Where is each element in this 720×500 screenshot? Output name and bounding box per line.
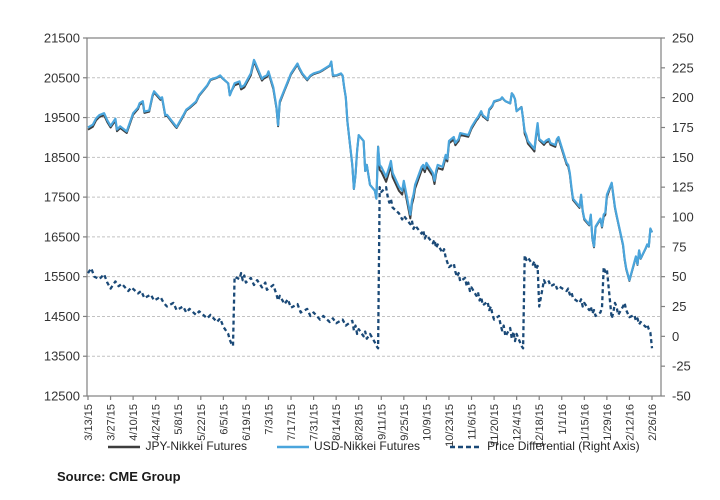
svg-text:5/22/15: 5/22/15: [196, 404, 208, 441]
svg-text:225: 225: [672, 60, 694, 75]
svg-text:2/12/16: 2/12/16: [624, 404, 636, 441]
svg-text:4/24/15: 4/24/15: [151, 404, 163, 441]
svg-text:50: 50: [672, 269, 686, 284]
svg-text:-50: -50: [672, 389, 691, 404]
svg-text:9/25/15: 9/25/15: [399, 404, 411, 441]
svg-text:25: 25: [672, 299, 686, 314]
svg-text:250: 250: [672, 31, 694, 46]
svg-text:11/6/15: 11/6/15: [467, 404, 479, 440]
legend-label-jpy: JPY-Nikkei Futures: [145, 439, 248, 453]
svg-text:125: 125: [672, 180, 694, 195]
svg-text:100: 100: [672, 210, 694, 225]
legend-item-diff: Price Differential (Right Axis): [450, 439, 640, 453]
chart-legend: JPY-Nikkei Futures USD-Nikkei Futures Pr…: [87, 439, 661, 453]
svg-text:1/29/16: 1/29/16: [602, 404, 614, 441]
svg-text:7/3/15: 7/3/15: [263, 404, 275, 435]
svg-text:18500: 18500: [44, 150, 80, 165]
svg-text:10/9/15: 10/9/15: [421, 404, 433, 441]
svg-text:7/17/15: 7/17/15: [286, 404, 298, 441]
svg-text:2/26/16: 2/26/16: [647, 404, 659, 441]
svg-text:5/8/15: 5/8/15: [173, 404, 185, 435]
svg-text:17500: 17500: [44, 190, 80, 205]
diff-line-swatch: [450, 439, 483, 453]
svg-text:10/23/15: 10/23/15: [444, 404, 456, 447]
svg-text:0: 0: [672, 329, 679, 344]
svg-text:14500: 14500: [44, 309, 80, 324]
svg-text:9/11/15: 9/11/15: [376, 404, 388, 440]
svg-text:13500: 13500: [44, 349, 80, 364]
svg-text:-25: -25: [672, 359, 691, 374]
svg-text:12/4/15: 12/4/15: [512, 404, 524, 441]
svg-text:3/13/15: 3/13/15: [83, 404, 95, 441]
svg-text:15500: 15500: [44, 269, 80, 284]
svg-text:4/10/15: 4/10/15: [128, 404, 140, 441]
svg-text:6/19/15: 6/19/15: [241, 404, 253, 441]
legend-label-usd: USD-Nikkei Futures: [314, 439, 421, 453]
svg-text:175: 175: [672, 120, 694, 135]
svg-text:12500: 12500: [44, 389, 80, 404]
usd-line-swatch: [277, 439, 310, 453]
svg-text:6/5/15: 6/5/15: [218, 404, 230, 435]
svg-text:150: 150: [672, 150, 694, 165]
svg-text:7/31/15: 7/31/15: [309, 404, 321, 441]
legend-item-jpy: JPY-Nikkei Futures: [108, 439, 247, 453]
legend-item-usd: USD-Nikkei Futures: [277, 439, 420, 453]
svg-text:8/14/15: 8/14/15: [331, 404, 343, 441]
svg-text:75: 75: [672, 239, 686, 254]
svg-text:11/20/15: 11/20/15: [489, 404, 501, 446]
svg-text:19500: 19500: [44, 110, 80, 125]
svg-text:200: 200: [672, 90, 694, 105]
legend-label-diff: Price Differential (Right Axis): [487, 439, 640, 453]
svg-text:16500: 16500: [44, 229, 80, 244]
source-label: Source: CME Group: [57, 469, 181, 484]
svg-text:1/1/16: 1/1/16: [557, 404, 569, 435]
jpy-line-swatch: [108, 439, 141, 453]
svg-text:20500: 20500: [44, 70, 80, 85]
svg-text:8/28/15: 8/28/15: [354, 404, 366, 441]
svg-text:12/18/15: 12/18/15: [534, 404, 546, 447]
svg-text:1/15/16: 1/15/16: [579, 404, 591, 441]
svg-text:21500: 21500: [44, 31, 80, 46]
svg-text:3/27/15: 3/27/15: [106, 404, 118, 441]
